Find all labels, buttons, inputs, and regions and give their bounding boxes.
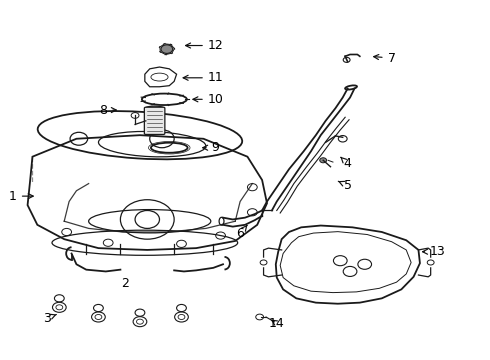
Text: 1: 1 [9, 190, 33, 203]
Circle shape [320, 158, 327, 163]
Text: 2: 2 [122, 278, 129, 291]
Text: 4: 4 [341, 157, 351, 170]
Text: 3: 3 [43, 311, 56, 325]
Text: 11: 11 [183, 71, 223, 84]
Text: 5: 5 [338, 179, 352, 192]
Circle shape [161, 45, 172, 53]
Text: 12: 12 [186, 39, 223, 52]
Text: 13: 13 [422, 245, 446, 258]
FancyBboxPatch shape [145, 107, 165, 134]
Text: 8: 8 [99, 104, 116, 117]
Text: 10: 10 [193, 93, 223, 106]
Text: 6: 6 [236, 225, 247, 240]
Text: 14: 14 [269, 317, 285, 330]
Text: 7: 7 [374, 51, 395, 64]
Ellipse shape [146, 106, 164, 111]
Text: 9: 9 [203, 141, 220, 154]
